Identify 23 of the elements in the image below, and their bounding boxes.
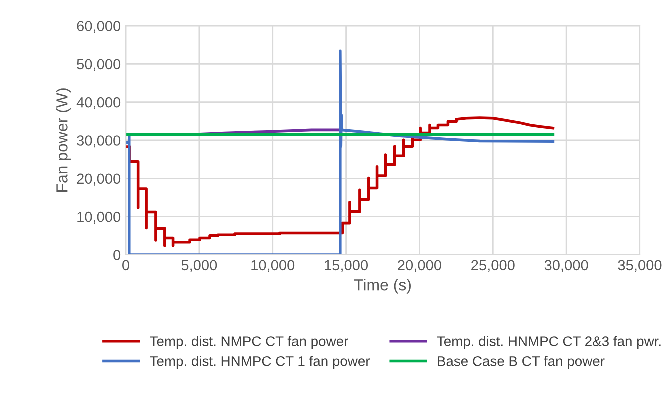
- line-series: [126, 50, 555, 255]
- x-tick-label: 35,000: [618, 260, 662, 272]
- x-tick-label: 10,000: [252, 260, 295, 272]
- legend-label: Temp. dist. HNMPC CT 2&3 fan pwr.: [437, 336, 661, 350]
- y-tick-label: 40,000: [76, 97, 121, 110]
- y-axis-title: Fan power (W): [56, 88, 71, 192]
- legend-label: Temp. dist. HNMPC CT 1 fan power: [150, 356, 370, 370]
- legend-label: Base Case B CT fan power: [438, 356, 605, 370]
- x-tick-label: 0: [122, 260, 130, 271]
- y-tick-label: 20,000: [77, 174, 121, 186]
- line-series: [126, 116, 555, 248]
- x-tick-label: 5,000: [182, 260, 218, 272]
- y-tick-label: 30,000: [77, 136, 121, 148]
- x-tick-label: 20,000: [398, 260, 442, 272]
- y-tick-label: 0: [114, 250, 121, 260]
- y-tick-label: 10,000: [78, 212, 121, 224]
- y-tick-label: 50,000: [77, 59, 121, 72]
- x-axis-title: Time (s): [354, 279, 411, 294]
- x-tick-label: 30,000: [544, 260, 588, 272]
- y-tick-label: 60,000: [77, 21, 121, 34]
- x-tick-label: 15,000: [325, 260, 368, 272]
- legend-label: Temp. dist. NMPC CT fan power: [150, 336, 348, 350]
- x-tick-label: 25,000: [472, 260, 515, 272]
